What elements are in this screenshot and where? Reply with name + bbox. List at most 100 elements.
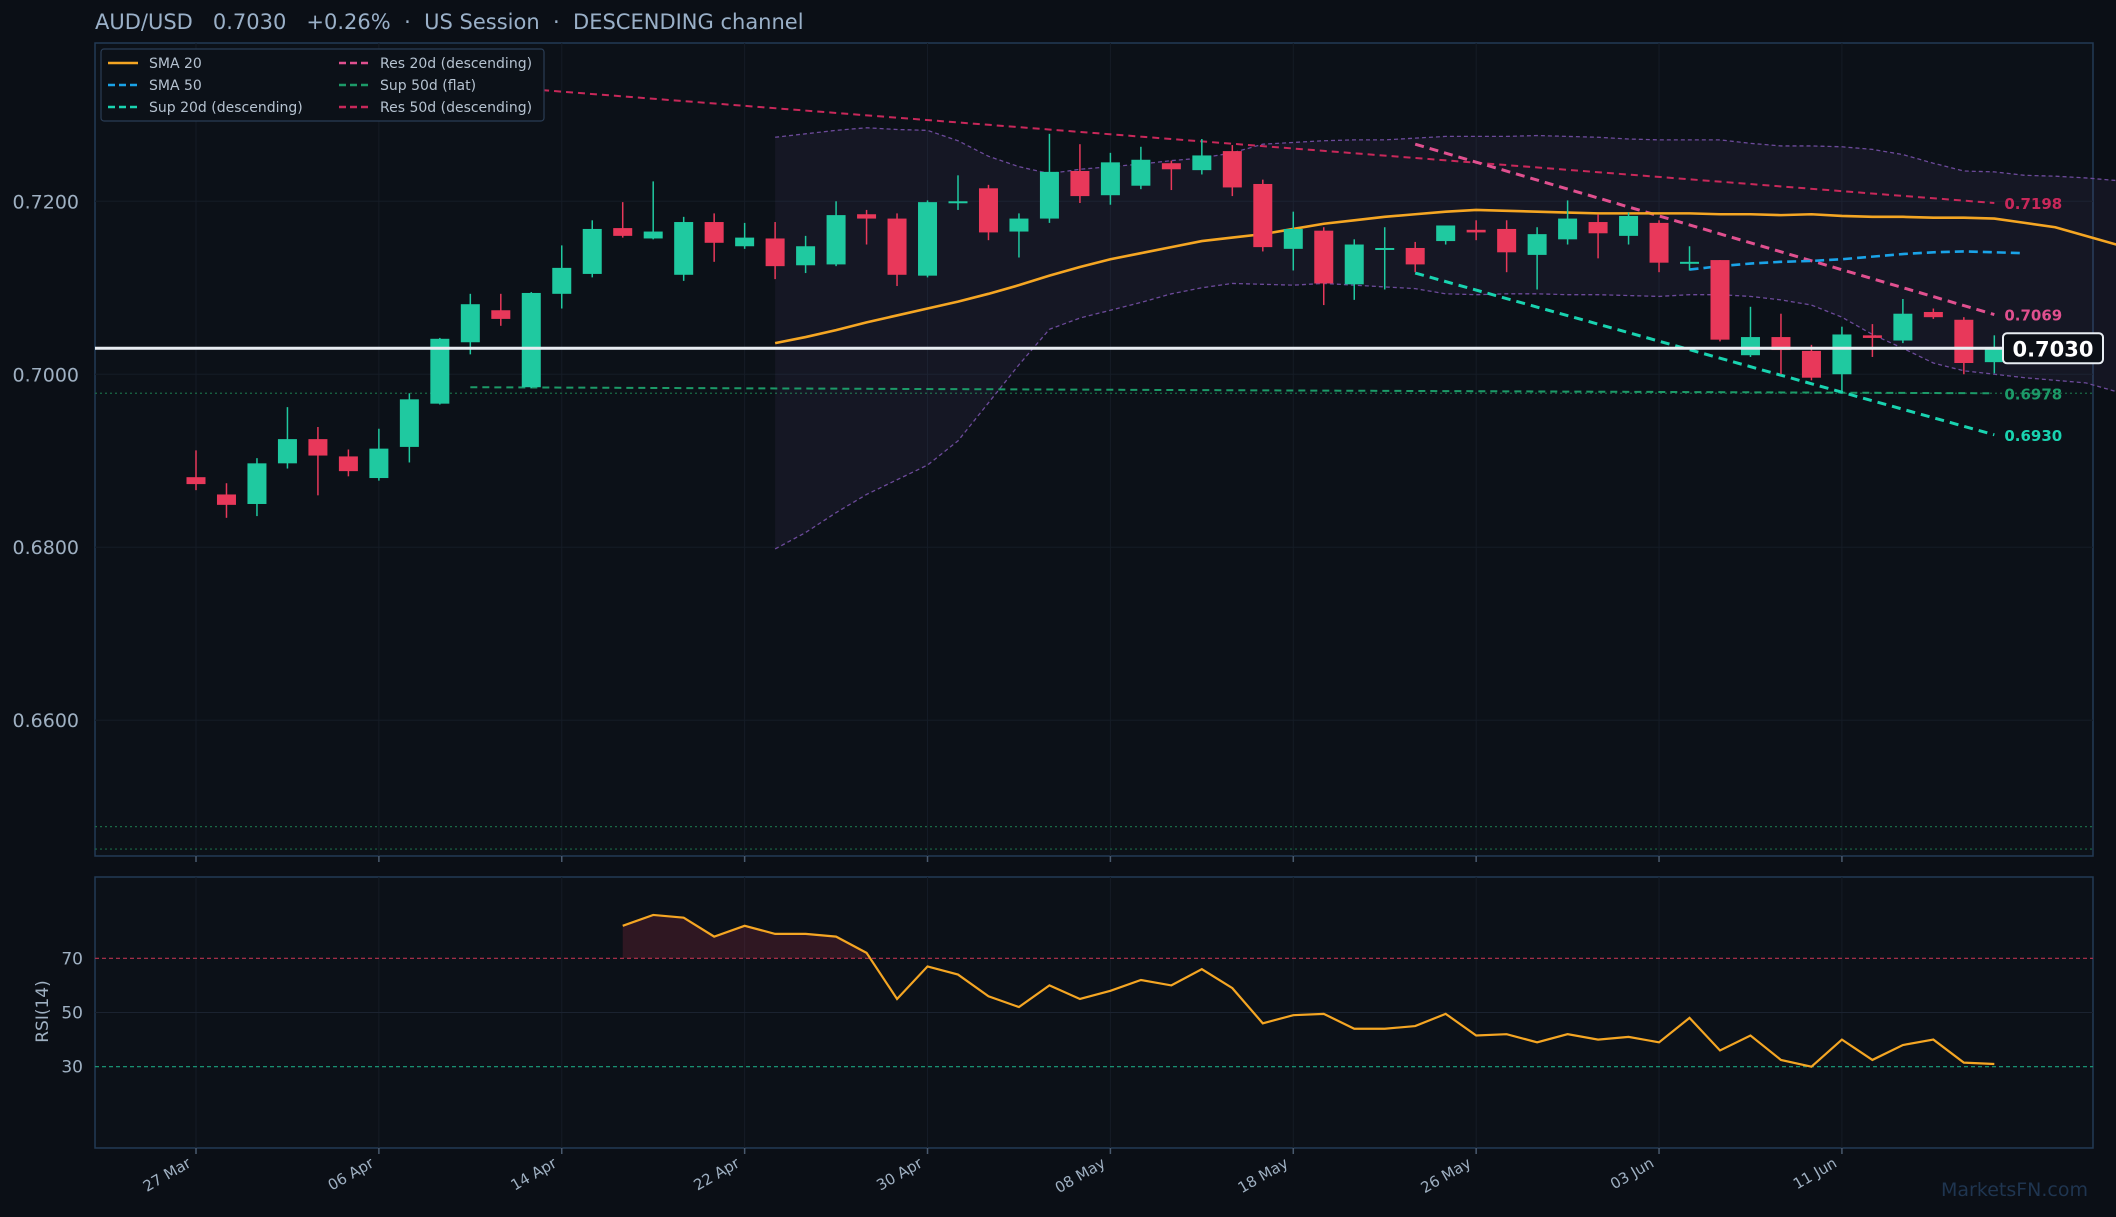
x-tick-label: 18 May [1235, 1154, 1292, 1197]
y-tick-label: 0.7200 [13, 191, 79, 213]
candle-body [1131, 159, 1151, 186]
price-change: +0.26% [306, 10, 391, 34]
candle-body [978, 188, 998, 233]
candle-body [1710, 260, 1730, 340]
legend-box [100, 48, 545, 122]
candle-body [765, 238, 785, 267]
x-tick-label: 08 May [1052, 1154, 1109, 1197]
session-label: US Session [424, 10, 540, 34]
x-tick-label: 03 Jun [1607, 1154, 1657, 1193]
rsi-line [622, 913, 1995, 1068]
candle-body [1497, 228, 1517, 253]
last-price-tag-label: 0.7030 [2012, 337, 2093, 361]
legend-entry: Res 50d (descending) [380, 100, 532, 116]
candle-body [1954, 319, 1974, 364]
candle-body [796, 246, 816, 266]
candle-body [1649, 222, 1669, 263]
candle-body [1161, 163, 1181, 170]
candle-body [1923, 311, 1943, 318]
rsi-overbought-fill [622, 914, 867, 959]
candle-body [1466, 229, 1486, 233]
candle-body [582, 228, 602, 274]
watermark: MarketsFN.com [1941, 1179, 2088, 1201]
separator: · [552, 10, 560, 34]
candle-body [1009, 218, 1029, 232]
candle-body [674, 222, 694, 275]
rsi-y-tick-label: 50 [61, 1004, 83, 1024]
level-line [470, 386, 1995, 395]
separator: · [404, 10, 411, 34]
candle-body [247, 463, 267, 504]
candle-body [1740, 337, 1760, 356]
channel-label: DESCENDING channel [573, 10, 804, 34]
candle-body [826, 215, 846, 265]
level-line [470, 83, 1995, 205]
candle-body [1344, 244, 1364, 285]
legend-entry: SMA 20 [149, 56, 202, 72]
candle-body [521, 292, 541, 388]
legend: SMA 20 SMA 50 Sup 20d (descending) Res 20d … [100, 48, 545, 122]
last-price: 0.7030 [212, 10, 287, 34]
candle-body [1436, 225, 1456, 242]
x-tick-label: 26 May [1418, 1154, 1475, 1197]
level-label: 0.7198 [2004, 195, 2062, 213]
candle-body [186, 477, 206, 485]
legend-entry: Sup 50d (flat) [380, 78, 476, 94]
pair-symbol: AUD/USD [95, 10, 193, 34]
chart-header: AUD/USD 0.7030 +0.26% · US Session · DES… [95, 10, 804, 34]
x-tick-label: 11 Jun [1790, 1154, 1840, 1193]
level-label: 0.6930 [2004, 427, 2062, 445]
candle-body [491, 310, 511, 319]
candle-body [613, 228, 633, 236]
x-tick-label: 30 Apr [873, 1153, 926, 1194]
y-tick-label: 0.6800 [13, 537, 79, 559]
candle-body [1253, 183, 1273, 248]
level-label: 0.6978 [2004, 385, 2062, 403]
last-price-tag [2002, 332, 2104, 365]
candle-body [1862, 335, 1882, 338]
candle-body [857, 214, 877, 219]
sma50-line [1689, 250, 2025, 271]
candle-body [430, 338, 450, 404]
candle-body [460, 304, 480, 343]
x-tick-label: 27 Mar [140, 1153, 195, 1195]
x-tick-label: 06 Apr [325, 1153, 378, 1194]
candle-body [1314, 230, 1334, 284]
x-tick-label: 22 Apr [691, 1153, 744, 1194]
candle-body [1801, 350, 1821, 378]
candle-body [1588, 222, 1608, 234]
candle-body [1619, 215, 1639, 236]
x-tick-label: 14 Apr [508, 1153, 561, 1194]
candle-body [552, 267, 572, 294]
candle-body [369, 448, 389, 479]
rsi-y-tick-label: 70 [61, 949, 83, 969]
candle-body [1405, 247, 1425, 265]
rsi-y-tick-label: 30 [61, 1058, 83, 1078]
candle-body [1984, 348, 2004, 363]
candle-body [1222, 151, 1242, 188]
candle-body [216, 494, 236, 505]
candle-body [1192, 155, 1212, 171]
candle-body [887, 218, 907, 275]
candle-body [643, 231, 663, 239]
level-label: 0.7069 [2004, 307, 2062, 325]
candle-body [948, 201, 968, 204]
candle-body [918, 202, 938, 276]
level-line [1414, 142, 1995, 317]
candle-body [1771, 337, 1791, 351]
candle-body [1100, 162, 1120, 196]
candle-body [399, 399, 419, 447]
y-tick-label: 0.7000 [13, 364, 79, 386]
candle-body [704, 222, 724, 243]
candle-body [1680, 261, 1700, 264]
candle-body [1832, 334, 1852, 375]
candle-body [1039, 171, 1059, 219]
y-tick-label: 0.6600 [13, 710, 79, 732]
candle-body [1893, 313, 1913, 341]
candle-body [1070, 171, 1090, 197]
candle-body [1558, 218, 1578, 240]
level-line [1414, 271, 1995, 437]
bollinger-band-fill [775, 127, 2116, 549]
candle-body [1527, 234, 1547, 255]
